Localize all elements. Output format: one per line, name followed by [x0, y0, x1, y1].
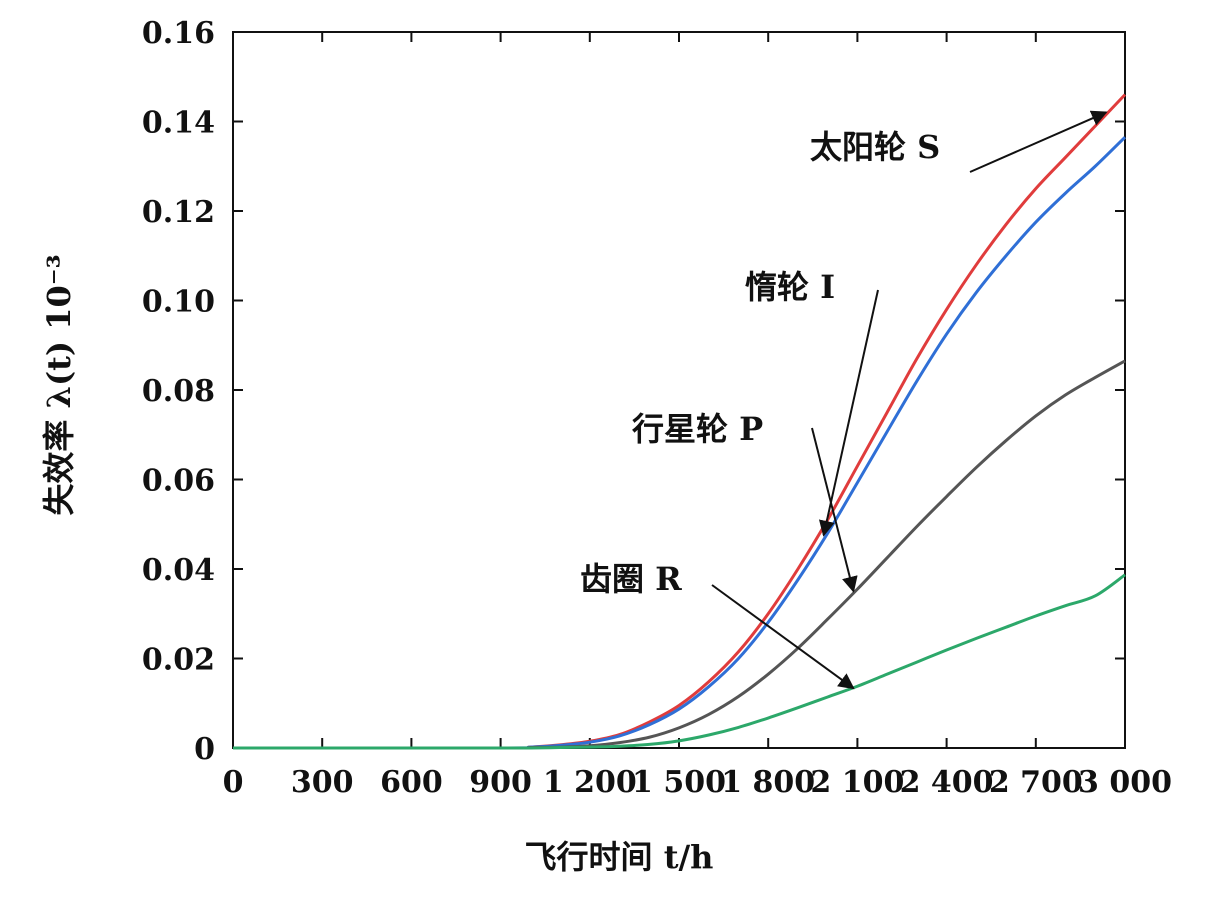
y-axis-title: 失效率 λ(t) 10⁻³: [40, 254, 78, 515]
x-tick-label: 0: [223, 765, 244, 800]
x-tick-label: 2 700: [989, 765, 1083, 800]
plot-frame: [232, 31, 1126, 749]
x-tick-label: 600: [380, 765, 443, 800]
x-tick-label: 900: [469, 765, 532, 800]
x-tick-label: 3 000: [1078, 765, 1172, 800]
y-tick-label: 0.06: [142, 464, 215, 499]
x-tick-label: 1 800: [721, 765, 815, 800]
x-tick-label: 300: [291, 765, 354, 800]
y-tick-label: 0.16: [142, 16, 215, 51]
annotation-arrow-idler-gear: [818, 289, 879, 537]
y-tick-label: 0.08: [142, 374, 215, 409]
y-tick-label: 0.14: [142, 106, 215, 141]
x-tick-label: 2 400: [900, 765, 994, 800]
series-label-sun-gear: 太阳轮 S: [810, 128, 940, 166]
y-tick-label: 0.02: [142, 643, 215, 678]
annotation-arrow-planet-gear: [811, 427, 858, 593]
annotation-arrow-sun-gear: [969, 110, 1108, 173]
series-label-idler-gear: 惰轮 I: [745, 268, 835, 306]
x-tick-label: 2 100: [810, 765, 904, 800]
y-tick-label: 0.10: [142, 285, 215, 320]
annotation-arrow-ring-gear: [711, 584, 855, 690]
y-tick-label: 0.12: [142, 195, 215, 230]
series-line-ring-gear: [232, 573, 1126, 750]
y-tick-label: 0.04: [142, 553, 215, 588]
x-tick-label: 1 500: [632, 765, 726, 800]
series-label-planet-gear: 行星轮 P: [632, 410, 763, 448]
x-axis-title: 飞行时间 t/h: [525, 838, 714, 876]
x-tick-label: 1 200: [543, 765, 637, 800]
series-label-ring-gear: 齿圈 R: [580, 560, 682, 598]
y-tick-label: 0: [194, 732, 215, 767]
